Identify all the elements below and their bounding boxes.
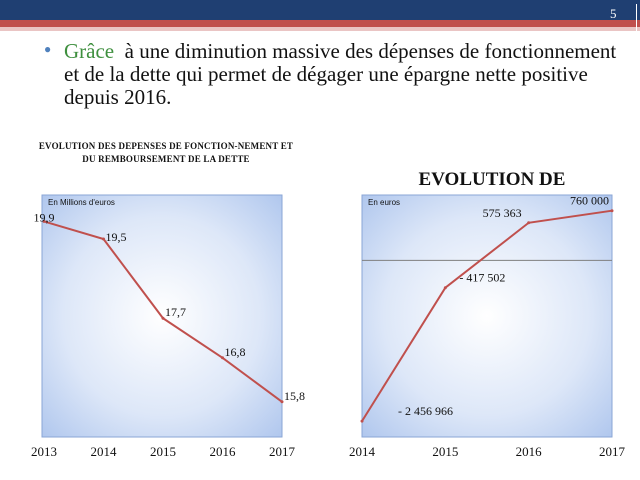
chart-right-point [527, 221, 531, 225]
chart-right: En euros - 2 456 966 2014 - 417 502 2015 575 … [349, 194, 626, 459]
chart-right-data-label: 760 000 [570, 194, 609, 208]
chart-left-unit-label: En Millions d'euros [48, 198, 115, 207]
bullet-text: Grâce à une diminution massive des dépen… [64, 40, 624, 109]
chart-left-point [102, 237, 105, 241]
bullet-highlight: Grâce [64, 39, 115, 63]
chart-left-x-tick-label: 2015 [150, 444, 176, 459]
header-accent-line [0, 20, 640, 27]
chart-right-x-tick-label: 2014 [349, 444, 376, 459]
chart-right-point [443, 286, 447, 290]
chart-left-title: EVOLUTION DES DEPENSES DE FONCTION-NEMEN… [38, 141, 294, 164]
bullet-icon: ● [44, 42, 52, 56]
slide-number: 5 [610, 6, 617, 21]
chart-left-x-tick-label: 2013 [31, 444, 57, 459]
chart-right-point [610, 209, 614, 213]
header-band [0, 0, 640, 20]
chart-left-point [42, 219, 46, 223]
chart-left-data-label: 17,7 [165, 305, 186, 319]
chart-right-x-tick-label: 2015 [432, 444, 458, 459]
chart-left-point [221, 356, 224, 360]
chart-left-data-label: 16,8 [225, 345, 246, 359]
chart-left-x-tick-label: 2014 [91, 444, 118, 459]
chart-left-data-label: 19,9 [34, 210, 55, 224]
chart-right-data-label: - 2 456 966 [398, 404, 453, 418]
chart-left-x-tick-label: 2017 [269, 444, 296, 459]
chart-right-data-label: - 417 502 [459, 271, 505, 285]
chart-left-data-label: 15,8 [284, 389, 305, 403]
chart-left-x-tick-label: 2016 [210, 444, 237, 459]
chart-right-plot-area [361, 194, 613, 438]
chart-left-point [161, 316, 165, 320]
header-accent-shadow [0, 27, 640, 31]
chart-right-data-label: 575 363 [483, 206, 522, 220]
chart-right-unit-label: En euros [368, 198, 400, 207]
chart-left-data-label: 19,5 [106, 230, 127, 244]
chart-right-point [360, 419, 364, 423]
chart-right-x-tick-label: 2017 [599, 444, 626, 459]
chart-left: En Millions d'euros 19,9 2013 19,5 2014 17,7 2… [31, 194, 305, 459]
chart-right-series-line [361, 209, 613, 422]
bullet-body: à une diminution massive des dépenses de… [64, 39, 617, 109]
slide-number-frame [596, 4, 637, 41]
chart-left-point [280, 400, 284, 404]
chart-right-x-tick-label: 2016 [516, 444, 543, 459]
